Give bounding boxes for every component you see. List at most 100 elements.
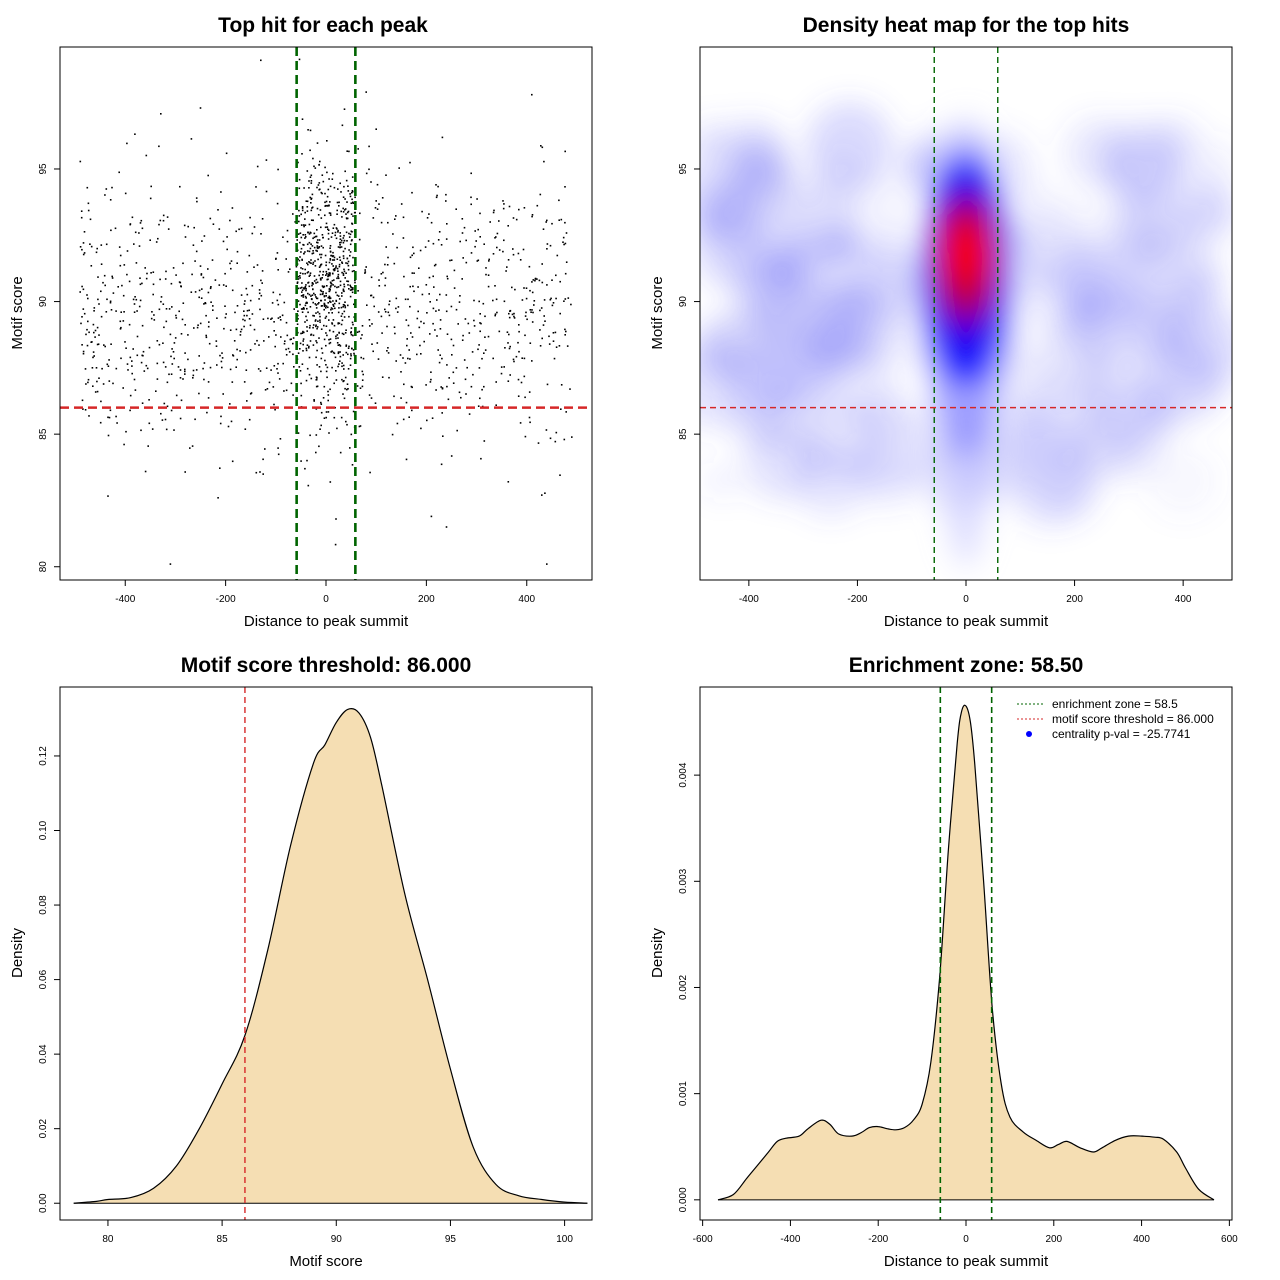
data-point	[392, 233, 394, 235]
data-point	[330, 307, 333, 309]
data-point	[134, 231, 137, 234]
data-point	[197, 324, 199, 326]
data-point	[434, 263, 437, 266]
data-point	[329, 185, 332, 188]
data-point	[329, 272, 331, 274]
data-point	[129, 394, 132, 397]
data-point	[339, 232, 341, 234]
x-tick-label: -400	[115, 594, 135, 605]
data-point	[340, 246, 343, 248]
density-area	[717, 704, 1215, 1201]
data-point	[312, 261, 315, 264]
chart-title: Motif score threshold: 86.000	[181, 654, 472, 677]
data-point	[332, 172, 334, 175]
data-point	[452, 371, 455, 374]
data-point	[470, 385, 473, 388]
data-point	[322, 246, 324, 249]
data-point	[282, 236, 284, 238]
density-core	[952, 227, 980, 278]
data-point	[299, 275, 301, 277]
data-point	[277, 453, 280, 456]
data-point	[328, 432, 330, 434]
data-point	[316, 241, 318, 244]
data-point	[272, 386, 275, 388]
data-point	[209, 217, 212, 220]
data-point	[224, 272, 226, 275]
data-point	[408, 416, 410, 418]
data-point	[409, 305, 411, 308]
data-point	[357, 290, 359, 292]
data-point	[246, 271, 249, 273]
data-point	[333, 416, 336, 419]
data-point	[270, 318, 272, 320]
data-point	[305, 289, 307, 292]
data-point	[387, 221, 389, 224]
data-point	[404, 298, 407, 301]
data-point	[192, 377, 194, 379]
data-point	[340, 315, 343, 317]
data-point	[302, 338, 305, 340]
data-point	[308, 356, 311, 359]
data-point	[564, 186, 566, 188]
data-point	[315, 324, 317, 326]
data-point	[425, 384, 427, 386]
x-axis: -600 -400 -200 0 200 400 600	[693, 1219, 1238, 1245]
data-point	[339, 182, 341, 185]
data-point	[459, 295, 461, 297]
data-point	[190, 291, 193, 293]
data-point	[233, 340, 236, 342]
data-point	[320, 245, 323, 247]
data-point	[445, 294, 448, 296]
data-point	[504, 347, 506, 349]
data-point	[105, 243, 108, 246]
data-point	[358, 425, 361, 428]
data-point	[132, 348, 134, 350]
data-point	[503, 203, 505, 205]
data-point	[301, 311, 304, 313]
data-point	[138, 305, 141, 308]
data-point	[86, 328, 88, 331]
data-point	[511, 313, 514, 316]
data-point	[539, 193, 542, 196]
data-point	[430, 221, 433, 224]
y-tick-label: 0.003	[678, 868, 689, 893]
data-point	[93, 310, 95, 312]
data-point	[119, 320, 122, 323]
data-point	[341, 271, 343, 274]
data-point	[342, 289, 345, 292]
data-point	[347, 353, 349, 356]
data-point	[300, 295, 303, 297]
data-point	[246, 400, 248, 402]
data-point	[417, 286, 419, 288]
data-point	[337, 286, 340, 288]
data-point	[564, 242, 567, 245]
data-point	[328, 212, 331, 214]
data-point	[313, 399, 315, 401]
data-point	[304, 287, 306, 289]
data-point	[410, 332, 412, 334]
data-point	[308, 345, 310, 348]
data-point	[261, 270, 264, 272]
data-point	[320, 328, 323, 330]
data-point	[184, 236, 187, 238]
data-point	[229, 368, 232, 371]
data-point	[325, 295, 327, 297]
data-point	[326, 285, 328, 287]
data-point	[502, 207, 505, 210]
data-point	[299, 348, 301, 350]
data-point	[94, 329, 97, 332]
data-point	[327, 275, 329, 278]
data-point	[473, 319, 475, 322]
data-point	[481, 357, 483, 360]
data-point	[350, 285, 352, 288]
data-point	[107, 495, 109, 497]
data-point	[313, 280, 316, 282]
data-point	[318, 246, 320, 249]
data-point	[207, 291, 210, 294]
data-point	[445, 310, 448, 313]
data-point	[525, 297, 528, 300]
data-point	[407, 324, 410, 327]
data-point	[274, 345, 276, 348]
data-point	[564, 298, 567, 300]
